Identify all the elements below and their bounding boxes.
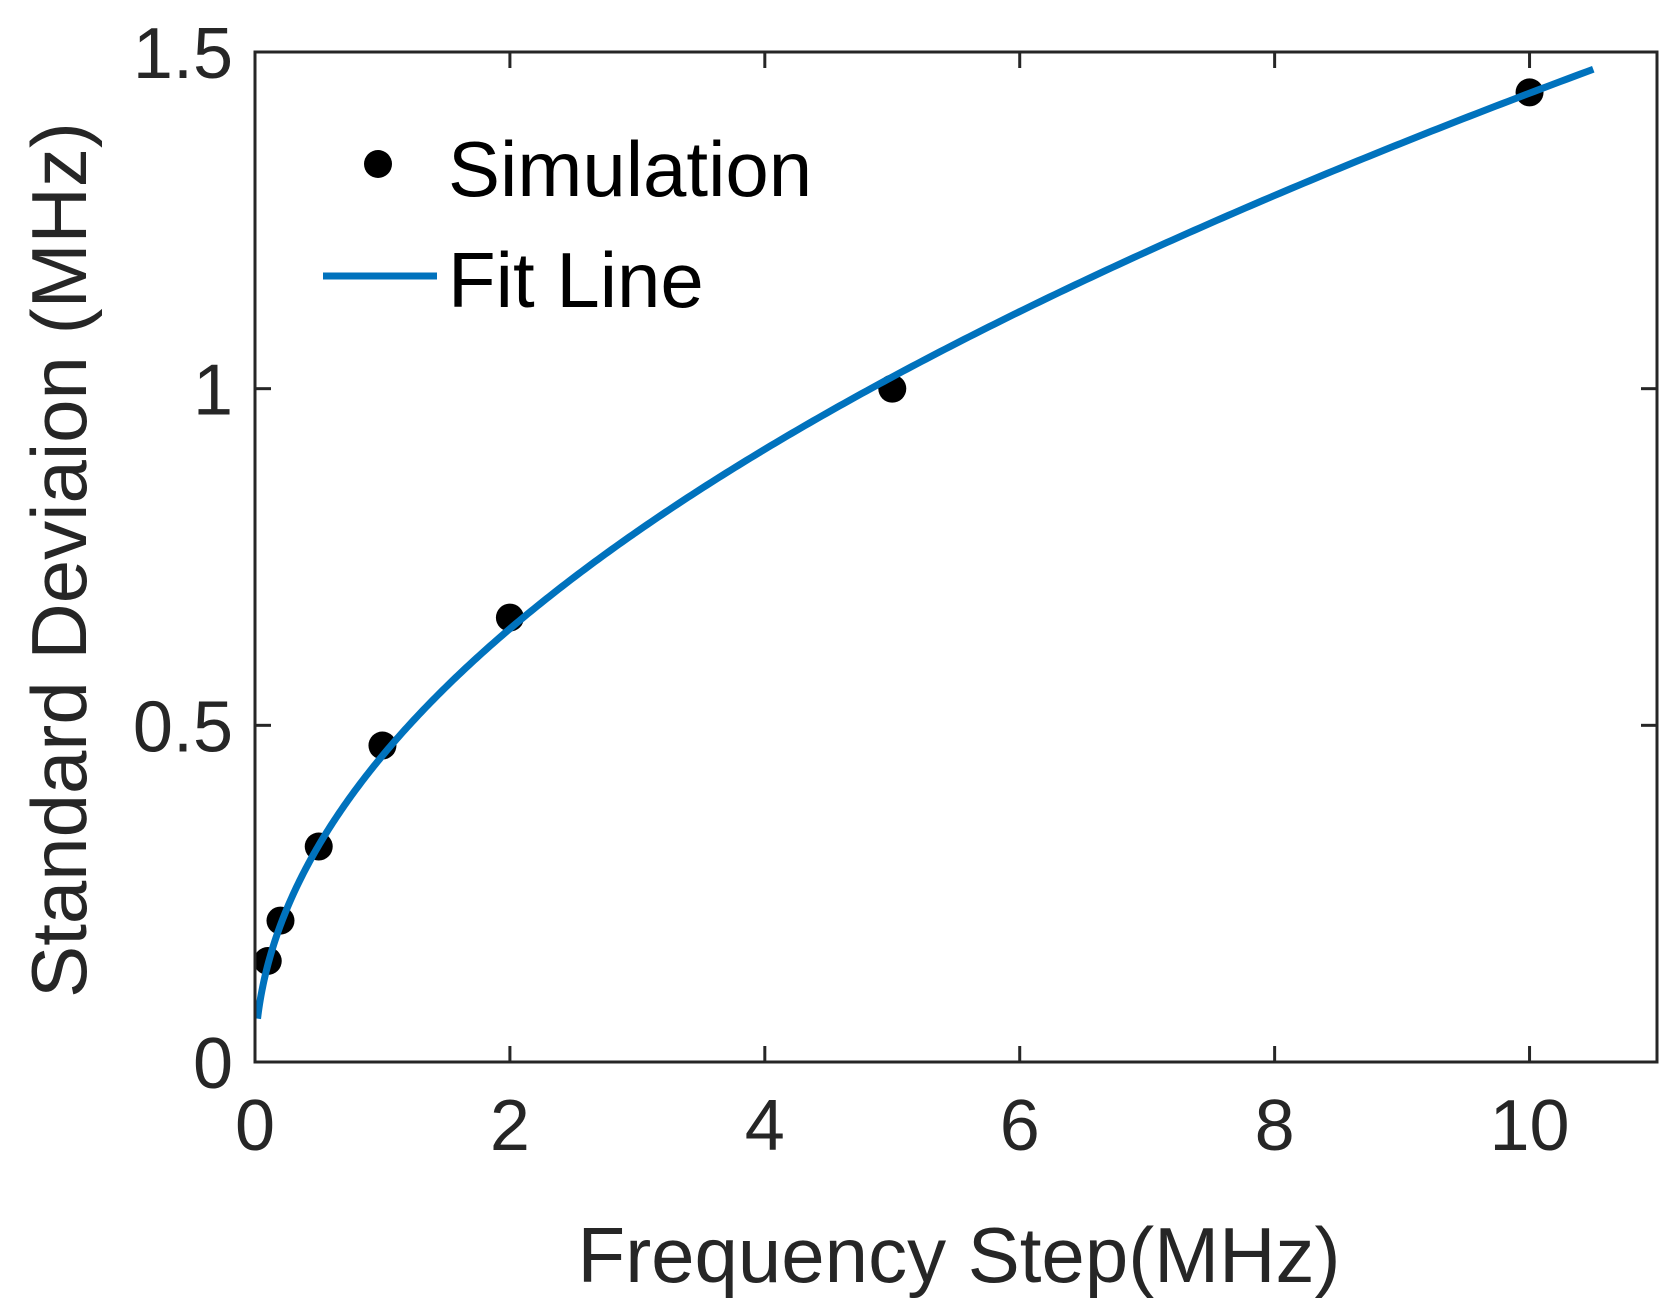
legend: Simulation Fit Line [323,125,812,324]
legend-fit-line-label: Fit Line [448,236,704,324]
y-tick-label: 1.5 [133,14,233,94]
x-tick-label: 10 [1489,1086,1569,1166]
y-axis-title: Standard Deviaion (MHz) [15,122,103,998]
x-tick-label: 6 [1000,1086,1040,1166]
y-tick-label: 1 [193,351,233,431]
x-tick-label: 2 [490,1086,530,1166]
y-tick-label: 0 [193,1024,233,1104]
x-tick-label: 0 [235,1086,275,1166]
axes-box [253,50,1659,1064]
plot-area [253,65,1595,1023]
legend-simulation-marker [364,150,392,178]
legend-simulation-label: Simulation [448,125,812,213]
x-axis-title: Frequency Step(MHz) [578,1211,1341,1299]
x-tick-label: 8 [1255,1086,1295,1166]
fit-line [254,65,1595,1023]
tick-labels: 0 2 4 6 8 10 0 0.5 1 1.5 [133,14,1570,1166]
y-tick-label: 0.5 [133,687,233,767]
x-tick-label: 4 [745,1086,785,1166]
